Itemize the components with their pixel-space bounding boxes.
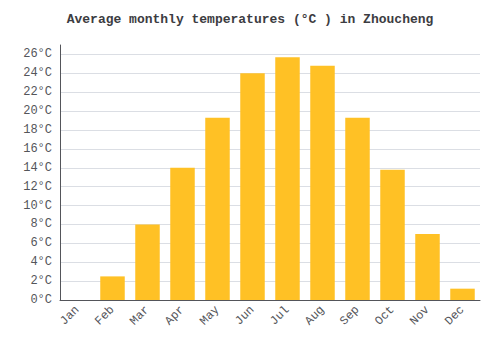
svg-text:26°C: 26°C <box>23 47 52 61</box>
svg-text:18°C: 18°C <box>23 123 52 137</box>
svg-text:Dec: Dec <box>442 303 467 328</box>
svg-text:20°C: 20°C <box>23 104 52 118</box>
svg-text:8°C: 8°C <box>30 217 52 231</box>
svg-text:Jun: Jun <box>232 303 257 328</box>
svg-text:Jul: Jul <box>267 303 292 328</box>
svg-text:Nov: Nov <box>407 303 432 328</box>
svg-text:Feb: Feb <box>92 303 117 328</box>
svg-text:14°C: 14°C <box>23 161 52 175</box>
svg-text:Oct: Oct <box>372 303 397 328</box>
svg-text:Sep: Sep <box>337 303 362 328</box>
svg-text:Apr: Apr <box>162 303 187 328</box>
svg-text:Mar: Mar <box>127 303 152 328</box>
svg-text:Aug: Aug <box>302 303 327 328</box>
svg-text:6°C: 6°C <box>30 236 52 250</box>
svg-text:10°C: 10°C <box>23 199 52 213</box>
svg-text:2°C: 2°C <box>30 274 52 288</box>
svg-text:Average monthly temperatures (: Average monthly temperatures (°C ) in Zh… <box>67 12 434 27</box>
svg-text:12°C: 12°C <box>23 180 52 194</box>
svg-text:24°C: 24°C <box>23 66 52 80</box>
svg-text:16°C: 16°C <box>23 142 52 156</box>
svg-text:0°C: 0°C <box>30 293 52 307</box>
svg-text:May: May <box>197 303 222 328</box>
svg-text:22°C: 22°C <box>23 85 52 99</box>
svg-text:4°C: 4°C <box>30 255 52 269</box>
svg-text:Jan: Jan <box>57 303 82 328</box>
